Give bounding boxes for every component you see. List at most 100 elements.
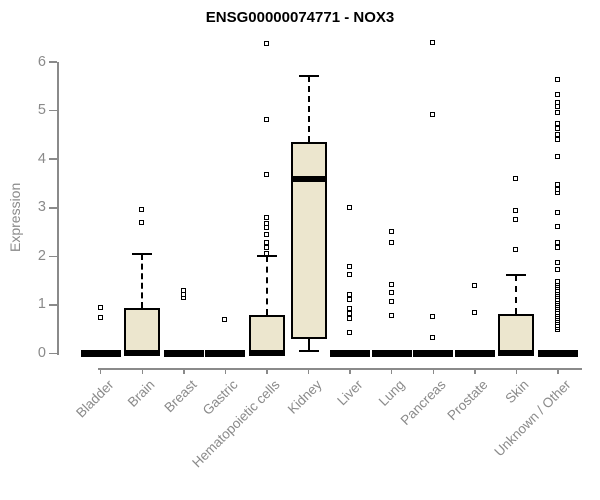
chart-title: ENSG00000074771 - NOX3: [205, 9, 395, 26]
outlier-point: [388, 312, 394, 318]
lower-whisker-cap: [298, 350, 319, 353]
upper-whisker-cap: [506, 274, 527, 277]
outlier-point: [388, 298, 394, 304]
outlier-point: [97, 314, 103, 320]
outlier-point: [388, 281, 394, 287]
outlier-point: [554, 137, 560, 143]
x-tick: [474, 368, 476, 374]
outlier-point: [263, 117, 269, 123]
lower-whisker: [307, 338, 310, 352]
outlier-point: [430, 334, 436, 340]
x-axis-label: Bladder: [72, 377, 117, 421]
outlier-point: [554, 125, 560, 131]
collapsed-box: [371, 350, 412, 357]
upper-whisker: [515, 275, 518, 314]
outlier-point: [347, 264, 353, 270]
outlier-point: [388, 228, 394, 234]
outlier-point: [554, 266, 560, 272]
upper-whisker: [141, 253, 144, 309]
outlier-point: [263, 172, 269, 178]
outlier-point: [554, 76, 560, 82]
outlier-point: [97, 304, 103, 310]
x-tick: [307, 368, 310, 374]
collapsed-box: [80, 350, 121, 357]
outlier-point: [554, 154, 560, 160]
outlier-point: [222, 316, 228, 322]
y-tick: [49, 61, 57, 63]
y-tick-label: 5: [37, 102, 46, 119]
outlier-point: [139, 220, 145, 226]
outlier-point: [388, 289, 394, 295]
outlier-point: [513, 216, 519, 222]
x-tick: [141, 368, 144, 374]
outlier-point: [554, 110, 560, 115]
outlier-point: [430, 39, 436, 45]
outlier-point: [513, 176, 519, 182]
outlier-point: [263, 214, 269, 220]
outlier-point: [388, 239, 394, 245]
median-line: [290, 175, 327, 182]
upper-whisker-cap: [256, 255, 277, 258]
collapsed-box: [205, 350, 246, 357]
box: [498, 313, 535, 354]
x-axis-label: Prostate: [444, 377, 491, 424]
outlier-point: [554, 245, 560, 251]
outlier-point: [263, 221, 269, 227]
outlier-point: [554, 131, 560, 137]
upper-whisker: [307, 75, 310, 143]
outlier-point: [263, 231, 269, 237]
outlier-point: [430, 112, 436, 118]
upper-whisker-cap: [298, 74, 319, 77]
outlier-point: [347, 204, 353, 210]
outlier-point: [347, 330, 353, 336]
median-line: [248, 349, 285, 356]
outlier-point: [554, 260, 560, 266]
x-tick: [557, 368, 559, 374]
outlier-point: [554, 279, 560, 285]
outlier-point: [554, 210, 560, 216]
x-tick: [183, 368, 185, 374]
y-tick-label: 3: [37, 199, 46, 216]
x-axis-label: Brain: [124, 377, 158, 410]
box: [124, 308, 161, 354]
x-tick: [224, 368, 227, 374]
y-tick: [49, 255, 57, 258]
x-tick: [515, 368, 518, 374]
outlier-point: [430, 313, 436, 319]
y-tick: [49, 352, 57, 355]
upper-whisker: [265, 256, 268, 315]
x-axis-label: Unknown / Other: [491, 377, 574, 460]
outlier-point: [139, 207, 145, 213]
median-line: [124, 349, 161, 356]
outlier-point: [513, 247, 519, 253]
outlier-point: [554, 181, 560, 187]
outlier-point: [347, 306, 353, 312]
upper-whisker-cap: [132, 252, 153, 255]
outlier-point: [554, 224, 560, 230]
x-tick: [390, 368, 393, 374]
x-tick: [432, 368, 434, 374]
x-axis-label: Skin: [502, 377, 532, 407]
x-axis-label: Lung: [375, 377, 408, 409]
box: [248, 314, 285, 354]
outlier-point: [347, 316, 353, 321]
y-tick-label: 1: [37, 296, 46, 313]
outlier-point: [263, 41, 269, 47]
x-axis-label: Gastric: [200, 377, 242, 418]
x-axis-label: Breast: [161, 377, 200, 416]
collapsed-box: [413, 350, 454, 357]
outlier-point: [347, 310, 353, 316]
y-tick: [49, 158, 57, 160]
outlier-point: [347, 297, 353, 303]
x-tick: [99, 368, 102, 374]
y-tick: [49, 207, 57, 209]
y-tick-label: 4: [37, 150, 46, 167]
collapsed-box: [454, 350, 495, 357]
y-tick-label: 2: [37, 247, 46, 264]
collapsed-box: [537, 350, 578, 357]
x-axis-label: Kidney: [284, 377, 325, 417]
outlier-point: [513, 208, 519, 214]
outlier-point: [554, 240, 560, 246]
